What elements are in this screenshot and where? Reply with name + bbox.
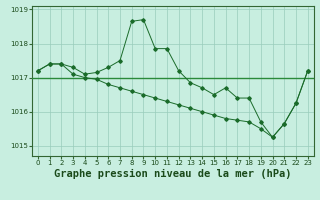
X-axis label: Graphe pression niveau de la mer (hPa): Graphe pression niveau de la mer (hPa) <box>54 169 292 179</box>
